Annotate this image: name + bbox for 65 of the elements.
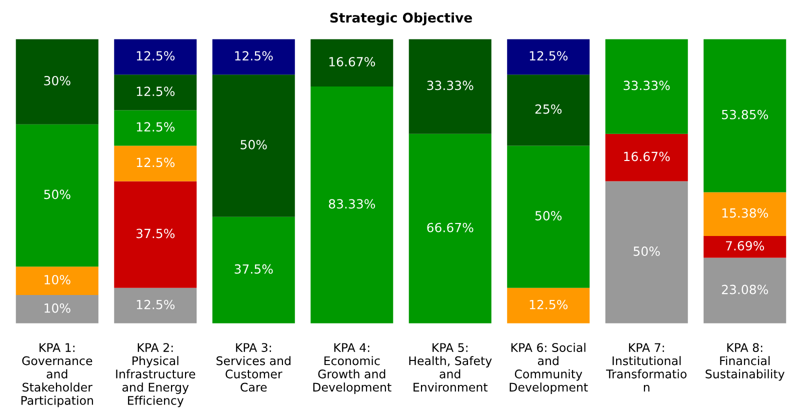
x-tick-label: KPA 4: Economic Growth and Development [313, 343, 392, 394]
data-label: 12.5% [530, 51, 568, 61]
x-tick-label: KPA 8: Financial Sustainability [706, 343, 784, 381]
bar [212, 216, 295, 324]
data-label: 7.69% [726, 241, 764, 251]
chart-title: Strategic Objective [330, 12, 472, 26]
data-label: 66.67% [427, 222, 474, 232]
bar [310, 86, 394, 324]
bar [114, 74, 197, 110]
data-label: 50% [240, 140, 267, 150]
data-label: 53.85% [722, 110, 768, 120]
data-label: 12.5% [136, 86, 175, 96]
data-label: 12.5% [235, 51, 273, 61]
x-tick-label: KPA 1: Governance and Stakeholder Participation [21, 343, 93, 408]
bar [507, 74, 590, 146]
data-label: 37.5% [234, 264, 273, 274]
bar [212, 74, 295, 217]
x-tick-label: KPA 6: Social and Community Development [510, 342, 588, 394]
bar [704, 236, 786, 258]
data-label: 10% [44, 274, 70, 284]
data-label: 37.5% [136, 228, 175, 238]
data-label: 12.5% [136, 51, 175, 61]
bar [114, 181, 197, 288]
x-tick-label: KPA 3: Services and Customer Care [216, 343, 290, 392]
bar [408, 39, 492, 134]
data-label: 16.67% [624, 152, 670, 162]
data-label: 50% [44, 190, 70, 200]
x-tick-label: KPA 7: Institutional Transformatio n [606, 343, 687, 392]
data-label: 50% [535, 210, 562, 220]
data-label: 50% [634, 246, 660, 256]
data-label: 12.5% [530, 300, 568, 310]
bar [704, 39, 786, 192]
data-label: 10% [44, 303, 70, 313]
bar [704, 192, 786, 236]
bar [605, 181, 688, 324]
data-label: 30% [44, 76, 70, 86]
bar [16, 124, 98, 267]
data-label: 33.33% [624, 80, 670, 90]
bar [408, 134, 492, 324]
x-tick-label: KPA 2: Physical Infrastructure and Energy Efficiency [116, 343, 196, 408]
bar [16, 294, 98, 324]
data-label: 12.5% [136, 300, 175, 310]
x-tick-label: KPA 5: Health, Safety and Environment [409, 343, 492, 392]
bar [114, 146, 197, 182]
bar [212, 39, 295, 75]
bar [310, 39, 394, 87]
data-label: 33.33% [427, 80, 474, 90]
bar [16, 39, 98, 124]
data-label: 25% [535, 104, 562, 114]
data-label: 12.5% [136, 158, 175, 168]
bar [507, 146, 590, 288]
bar [16, 266, 98, 295]
bar [114, 110, 197, 146]
bar [605, 39, 688, 134]
bar [605, 134, 688, 182]
bar [114, 288, 197, 324]
bar [704, 258, 786, 324]
bar [114, 39, 197, 75]
data-label: 23.08% [722, 284, 768, 294]
data-label: 16.67% [329, 57, 376, 66]
data-label: 83.33% [328, 199, 376, 209]
data-label: 15.38% [722, 208, 768, 218]
data-label: 12.5% [136, 122, 175, 132]
bar [507, 288, 590, 324]
bar [507, 39, 590, 75]
